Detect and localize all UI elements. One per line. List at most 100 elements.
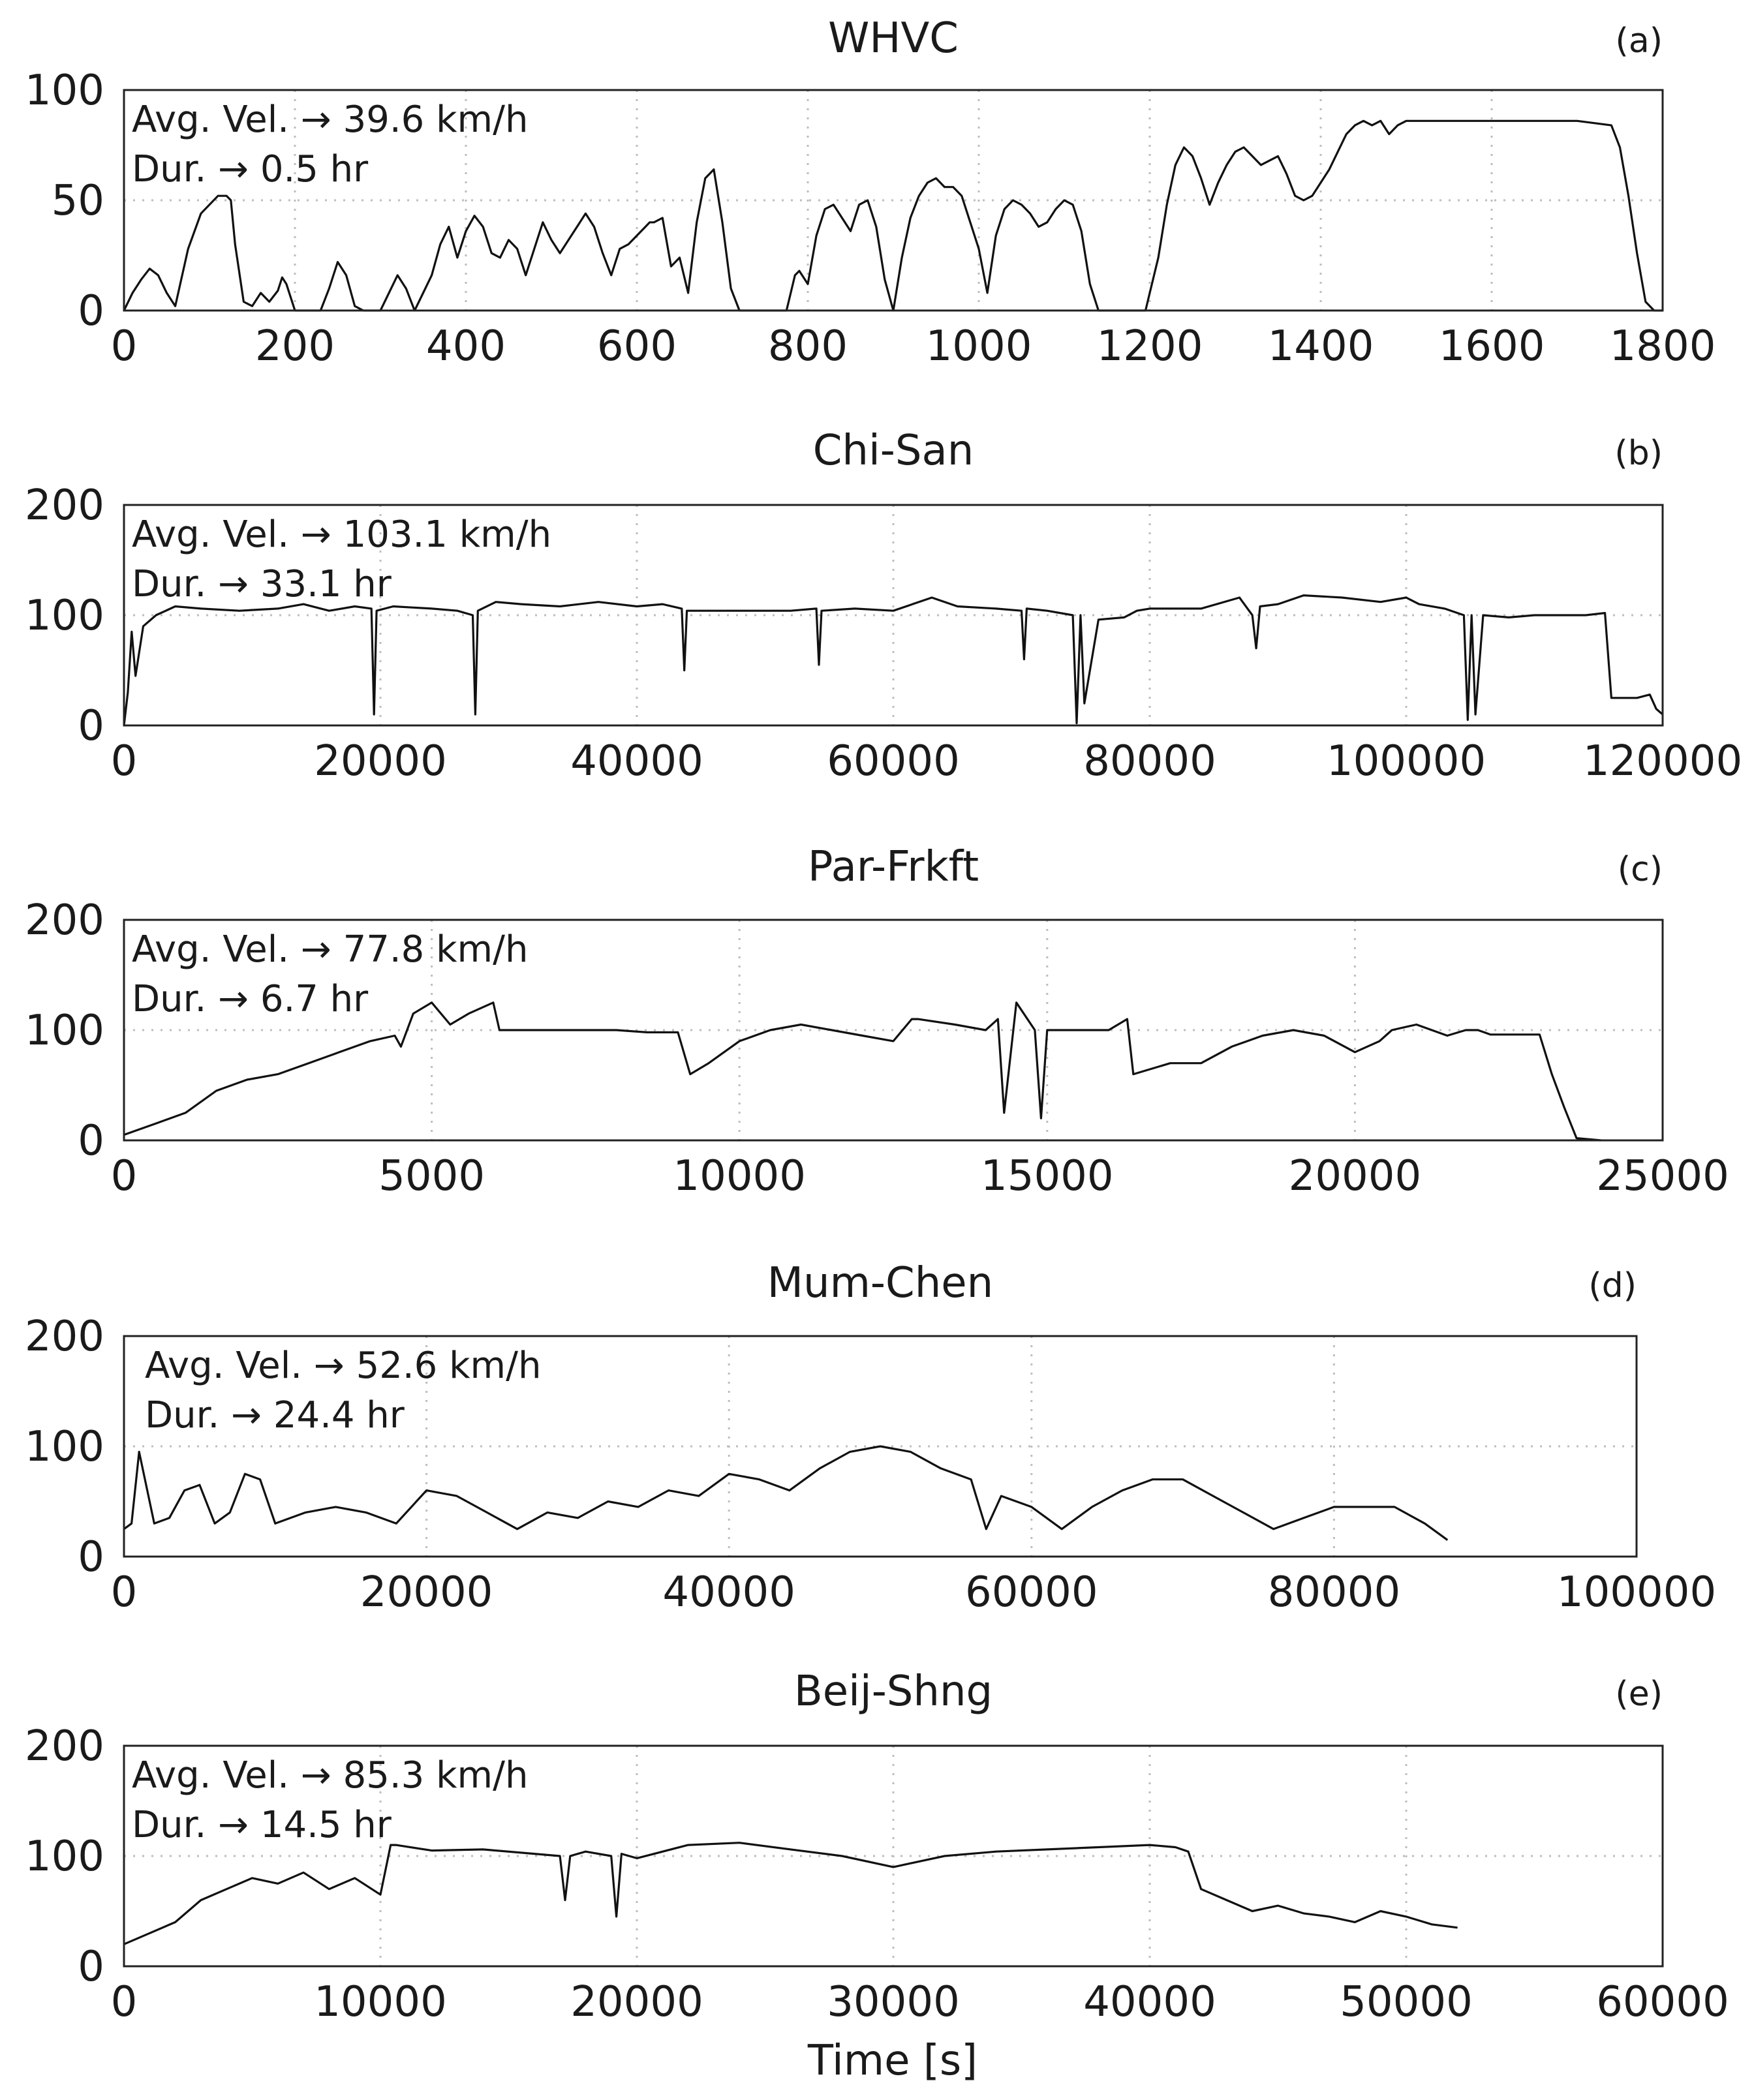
plot-frame: [123, 504, 1664, 727]
x-tick-label: 20000: [314, 737, 447, 785]
panel-e: Beij-Shng (e) 0 100 200 0 10000 20000 30000 40…: [25, 1667, 1729, 2026]
x-tick-label: 0: [111, 737, 138, 785]
x-tick-label: 40000: [1083, 1978, 1216, 2026]
duration-annotation: Dur. → 14.5 hr: [132, 1804, 392, 1846]
plot-frame: [123, 89, 1664, 312]
gridlines: [124, 505, 1663, 725]
x-tick-label: 5000: [378, 1152, 485, 1200]
duration-annotation: Dur. → 6.7 hr: [132, 978, 369, 1020]
x-tick-label: 100000: [1557, 1568, 1716, 1617]
y-tick-label: 0: [78, 1943, 104, 1991]
x-tick-labels: 0 20000 40000 60000 80000 100000 120000: [111, 737, 1743, 785]
x-tick-label: 20000: [1289, 1152, 1422, 1200]
y-tick-label: 0: [78, 1533, 104, 1581]
x-tick-label: 20000: [570, 1978, 703, 2026]
x-tick-label: 25000: [1596, 1152, 1729, 1200]
x-tick-labels: 0 10000 20000 30000 40000 50000 60000: [111, 1978, 1729, 2026]
avg-velocity-annotation: Avg. Vel. → 39.6 km/h: [132, 99, 528, 141]
duration-annotation: Dur. → 33.1 hr: [132, 563, 392, 605]
x-tick-label: 400: [426, 322, 506, 371]
y-tick-labels: 0 100 200: [25, 1313, 104, 1581]
gridlines: [124, 1336, 1637, 1557]
x-tick-label: 60000: [965, 1568, 1098, 1617]
plot-frame: [123, 919, 1664, 1142]
series-line: [123, 1001, 1601, 1142]
duration-annotation: Dur. → 24.4 hr: [145, 1394, 405, 1437]
x-tick-labels: 0 5000 10000 15000 20000 25000: [111, 1152, 1729, 1200]
y-tick-label: 100: [25, 1007, 104, 1055]
panel-title: Par-Frkft: [808, 843, 979, 891]
y-tick-labels: 0 100 200: [25, 1722, 104, 1991]
y-tick-label: 100: [25, 592, 104, 640]
x-tick-label: 40000: [570, 737, 703, 785]
duration-annotation: Dur. → 0.5 hr: [132, 148, 369, 190]
y-tick-label: 0: [78, 1117, 104, 1165]
y-tick-labels: 0 100 200: [25, 896, 104, 1165]
panel-label: (d): [1588, 1266, 1637, 1305]
x-tick-label: 0: [111, 1568, 138, 1617]
panel-c: Par-Frkft (c) 0 100 200 0 5000 10000 15000 200…: [25, 843, 1729, 1200]
avg-velocity-annotation: Avg. Vel. → 52.6 km/h: [145, 1345, 541, 1387]
x-axis-label: Time [s]: [807, 2037, 977, 2085]
x-tick-labels: 0 20000 40000 60000 80000 100000: [111, 1568, 1717, 1617]
x-tick-label: 80000: [1083, 737, 1216, 785]
y-tick-labels: 0 50 100: [25, 67, 104, 335]
panel-label: (e): [1615, 1675, 1663, 1714]
x-tick-label: 1800: [1610, 322, 1716, 371]
y-tick-label: 200: [25, 1313, 104, 1361]
x-tick-label: 40000: [662, 1568, 795, 1617]
x-tick-label: 15000: [981, 1152, 1114, 1200]
panel-title: Beij-Shng: [794, 1667, 992, 1716]
x-tick-label: 200: [255, 322, 335, 371]
panel-label: (b): [1614, 434, 1663, 473]
panel-title: Chi-San: [813, 427, 974, 475]
x-tick-label: 600: [597, 322, 677, 371]
panel-a: WHVC (a) 0 50 100 0 200 400 600 800 1000 1200 140…: [25, 14, 1716, 371]
x-tick-label: 60000: [827, 737, 960, 785]
plot-frame: [123, 1335, 1638, 1558]
panel-title: Mum-Chen: [767, 1259, 993, 1307]
series-line: [123, 119, 1663, 312]
panel-b: Chi-San (b) 0 100 200 0 20000 40000 60000 8000…: [25, 427, 1742, 785]
x-tick-labels: 0 200 400 600 800 1000 1200 1400 1600 1800: [111, 322, 1716, 371]
y-tick-label: 50: [52, 177, 104, 225]
series-line: [123, 1445, 1449, 1541]
y-tick-label: 0: [78, 702, 104, 750]
x-tick-label: 800: [768, 322, 848, 371]
x-tick-label: 0: [111, 1978, 138, 2026]
gridlines: [124, 90, 1663, 311]
x-tick-label: 30000: [827, 1978, 960, 2026]
x-tick-label: 20000: [360, 1568, 493, 1617]
y-tick-label: 100: [25, 1833, 104, 1881]
y-tick-label: 200: [25, 481, 104, 530]
x-tick-label: 1000: [926, 322, 1032, 371]
x-tick-label: 10000: [314, 1978, 447, 2026]
x-tick-label: 60000: [1596, 1978, 1729, 2026]
x-tick-label: 0: [111, 322, 138, 371]
panel-d: Mum-Chen (d) 0 100 200 0 20000 40000 60000 800…: [25, 1259, 1716, 1617]
x-tick-label: 50000: [1340, 1978, 1473, 2026]
x-tick-label: 0: [111, 1152, 138, 1200]
avg-velocity-annotation: Avg. Vel. → 85.3 km/h: [132, 1754, 528, 1797]
x-tick-label: 100000: [1327, 737, 1486, 785]
x-tick-label: 1200: [1097, 322, 1203, 371]
avg-velocity-annotation: Avg. Vel. → 103.1 km/h: [132, 513, 551, 556]
x-tick-label: 1400: [1268, 322, 1374, 371]
panel-label: (c): [1618, 850, 1663, 889]
plot-frame: [123, 1744, 1664, 1968]
y-tick-label: 0: [78, 287, 104, 335]
x-tick-label: 120000: [1583, 737, 1742, 785]
x-tick-label: 80000: [1268, 1568, 1401, 1617]
y-tick-label: 200: [25, 1722, 104, 1771]
x-tick-label: 1600: [1439, 322, 1545, 371]
series-line: [123, 594, 1664, 726]
avg-velocity-annotation: Avg. Vel. → 77.8 km/h: [132, 928, 528, 971]
y-tick-labels: 0 100 200: [25, 481, 104, 750]
y-tick-label: 100: [25, 1423, 104, 1471]
gridlines: [124, 1746, 1663, 1966]
panel-label: (a): [1616, 22, 1663, 61]
series-line: [123, 1842, 1458, 1945]
y-tick-label: 200: [25, 896, 104, 945]
x-tick-label: 10000: [673, 1152, 806, 1200]
